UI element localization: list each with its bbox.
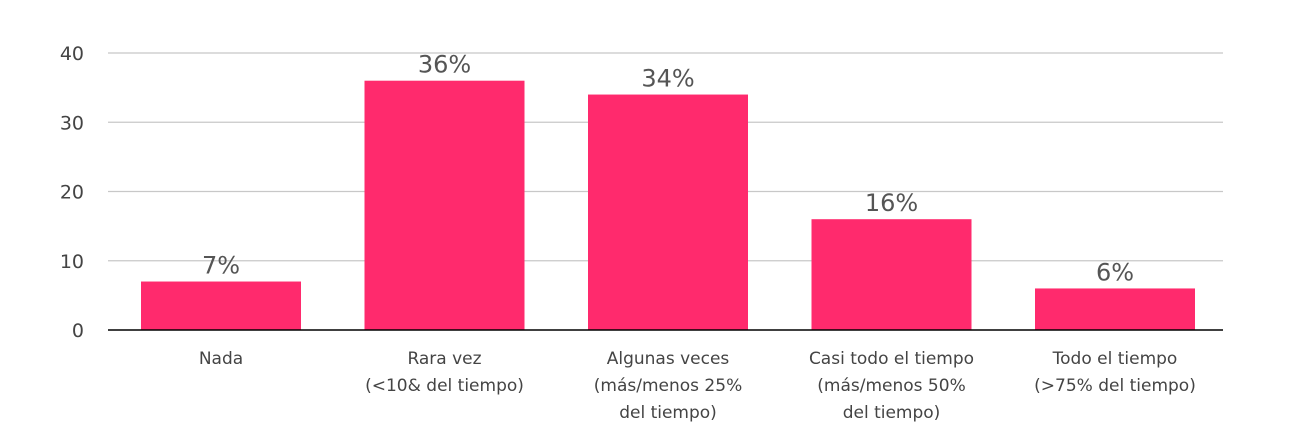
data-label: 34%	[641, 65, 694, 93]
x-tick-label: Casi todo el tiempo	[809, 349, 974, 369]
data-labels: 7% 36% 34% 16% 6%	[202, 51, 1134, 287]
data-label: 36%	[418, 51, 471, 79]
y-tick-label: 10	[60, 251, 84, 273]
data-label: 7%	[202, 252, 240, 280]
x-tick-label: Nada	[199, 349, 243, 369]
x-tick-label: Rara vez	[407, 349, 481, 369]
x-tick-label: (más/menos 25%	[594, 376, 742, 396]
y-tick-label: 0	[72, 320, 84, 342]
data-label: 16%	[865, 189, 918, 217]
y-axis-ticks: 0 10 20 30 40	[60, 43, 84, 342]
y-tick-label: 30	[60, 112, 84, 134]
data-label: 6%	[1096, 258, 1134, 286]
x-tick-label: Algunas veces	[607, 349, 730, 369]
x-tick-label: (>75% del tiempo)	[1034, 376, 1196, 396]
y-tick-label: 20	[60, 182, 84, 204]
x-tick-label: (más/menos 50%	[817, 376, 965, 396]
bar	[588, 94, 748, 330]
x-tick-label: Todo el tiempo	[1052, 349, 1178, 369]
y-tick-label: 40	[60, 43, 84, 65]
bar	[1035, 288, 1195, 330]
x-tick-label: del tiempo)	[843, 403, 941, 423]
category-labels: Nada Rara vez (<10& del tiempo) Algunas vec…	[199, 349, 1196, 423]
x-tick-label: (<10& del tiempo)	[365, 376, 524, 396]
bar	[141, 281, 301, 330]
bars	[141, 80, 1195, 330]
bar	[811, 219, 972, 330]
x-tick-label: del tiempo)	[619, 403, 717, 423]
bar	[364, 80, 525, 330]
